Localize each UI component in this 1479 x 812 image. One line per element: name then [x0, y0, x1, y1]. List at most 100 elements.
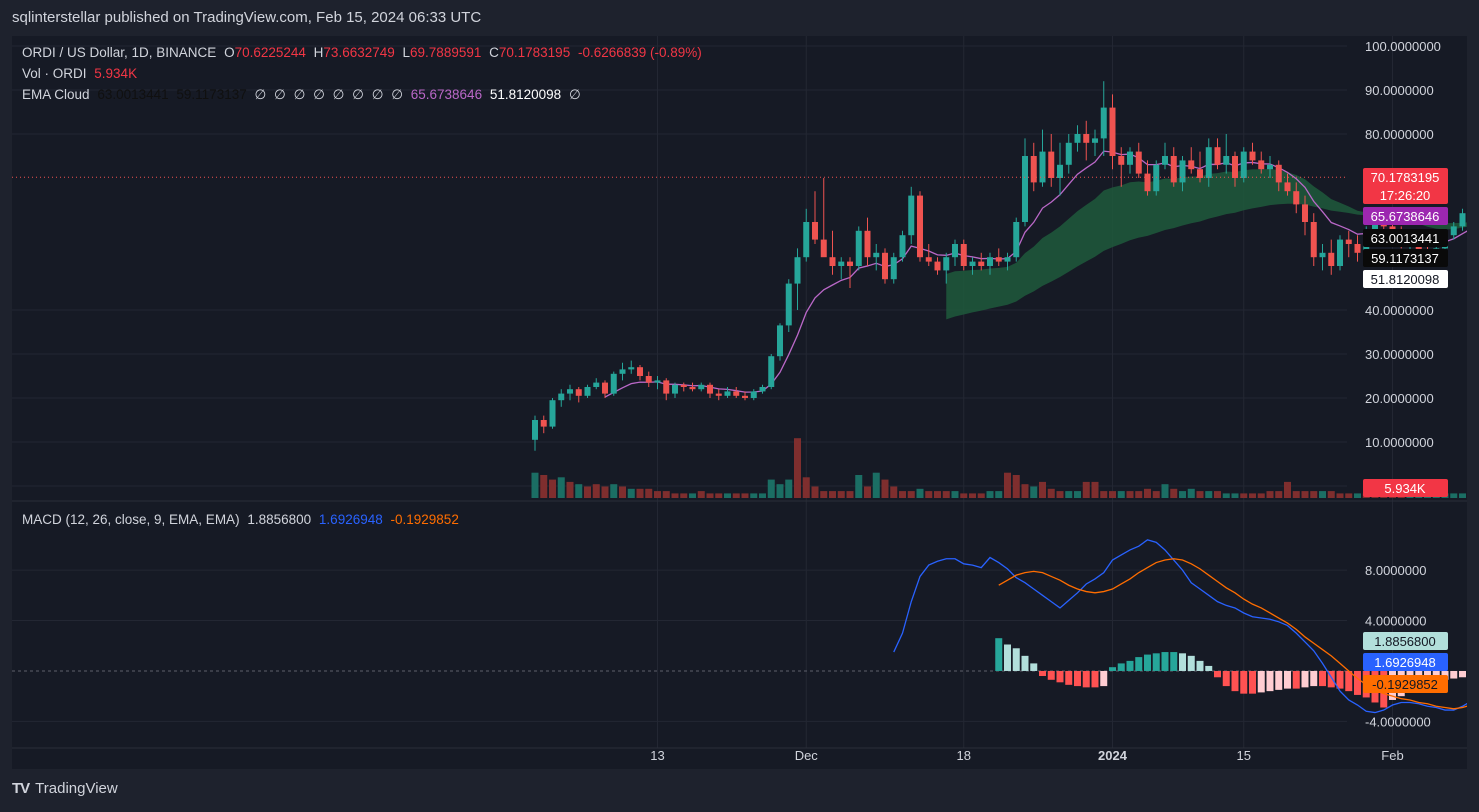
low-label: L	[402, 45, 411, 60]
price-axis-tag-bg	[1363, 249, 1448, 267]
publish-header: sqlinterstellar published on TradingView…	[12, 9, 482, 26]
volume-bar	[1319, 491, 1326, 498]
volume-bar	[732, 493, 740, 498]
empty-value: ∅	[313, 87, 325, 102]
macd-histogram-bar	[1257, 670, 1265, 693]
volume-bar	[864, 486, 871, 498]
candle-body	[768, 356, 775, 387]
volume-bar	[837, 491, 845, 498]
volume-bar	[1091, 481, 1099, 498]
candle-body	[917, 195, 923, 258]
candle-body	[628, 367, 635, 370]
volume-bar	[986, 491, 994, 498]
candle-body	[1109, 107, 1116, 156]
volume-bar	[1126, 491, 1134, 498]
macd-histogram-bar	[1152, 653, 1160, 671]
candle-body	[680, 384, 687, 387]
empty-value: ∅	[352, 87, 364, 102]
macd-histogram-bar	[1231, 670, 1239, 692]
chart-panel[interactable]: 100.0000000 90.0000000 80.0000000 40.000000…	[12, 36, 1467, 769]
macd-histogram-bar	[1126, 660, 1134, 671]
macd-tick-label: 4.0000000	[1365, 614, 1426, 629]
macd-histogram-bar	[1327, 670, 1335, 688]
volume-bar	[1249, 493, 1256, 498]
empty-value: ∅	[391, 87, 403, 102]
candle-body	[1284, 182, 1291, 192]
candle-body	[1249, 151, 1256, 161]
volume-bar	[1336, 493, 1344, 498]
price-axis-tag-countdown: 17:26:20	[1380, 188, 1431, 203]
volume-bar	[1266, 491, 1274, 498]
volume-bar	[1117, 491, 1125, 498]
ema-value-2: 59.1173137	[176, 87, 247, 102]
macd-histogram-bar	[1161, 652, 1169, 671]
symbol-label[interactable]: ORDI / US Dollar, 1D, BINANCE	[22, 45, 217, 60]
candle-body	[873, 252, 880, 258]
price-macd-chart[interactable]: 100.0000000 90.0000000 80.0000000 40.000000…	[12, 36, 1467, 769]
candle-body	[1100, 107, 1107, 139]
macd-histogram-bar	[1100, 670, 1108, 687]
candle-body	[558, 393, 565, 401]
macd-histogram-bar	[1284, 670, 1291, 689]
candle-body	[1450, 226, 1457, 236]
volume-value: 5.934K	[94, 66, 138, 81]
candle-body	[934, 261, 941, 271]
macd-histogram-bar	[1082, 670, 1090, 688]
time-tick-label: 13	[650, 748, 664, 763]
volume-bar	[671, 493, 679, 498]
candle-body	[1293, 191, 1300, 205]
volume-label[interactable]: Vol · ORDI	[22, 66, 87, 81]
open-value: 70.6225244	[234, 45, 306, 60]
volume-bar	[706, 493, 714, 498]
candle-body	[838, 261, 845, 266]
candle-body	[1118, 156, 1125, 165]
macd-histogram-bar	[1292, 670, 1300, 689]
candle-body	[899, 235, 906, 258]
volume-bar	[820, 491, 828, 498]
macd-histogram-bar	[1091, 670, 1099, 688]
volume-bar	[654, 491, 661, 498]
tradingview-logo-icon[interactable]: TV	[12, 780, 30, 797]
ema-cloud-label[interactable]: EMA Cloud	[22, 87, 90, 102]
empty-value: ∅	[274, 87, 286, 102]
brand-name[interactable]: TradingView	[35, 780, 118, 797]
volume-bar	[811, 486, 819, 498]
volume-bar	[759, 493, 766, 498]
time-tick-label: Feb	[1381, 748, 1403, 763]
volume-bar	[1187, 488, 1195, 498]
volume-bar	[1012, 475, 1020, 498]
candle-body	[733, 391, 740, 396]
volume-bar	[689, 493, 696, 498]
macd-histogram-bar	[1222, 670, 1230, 687]
volume-bar	[750, 493, 758, 498]
change-value: -0.6266839 (-0.89%)	[577, 45, 702, 60]
macd-histogram-bar	[1012, 648, 1020, 671]
macd-label[interactable]: MACD (12, 26, close, 9, EMA, EMA)	[22, 512, 240, 527]
volume-bar	[1161, 484, 1169, 498]
macd-histogram-bar	[1056, 670, 1064, 683]
macd-histogram-bar	[1117, 663, 1125, 671]
volume-bar	[890, 486, 898, 498]
candle-body	[750, 391, 757, 398]
volume-bar	[942, 491, 950, 498]
candle-body	[1319, 252, 1326, 258]
macd-histogram-bar	[1196, 660, 1204, 671]
macd-histogram-bar	[1266, 670, 1274, 692]
candle-body	[855, 230, 862, 266]
volume-bar	[1459, 493, 1466, 498]
candle-body	[864, 230, 871, 258]
volume-bar	[1284, 481, 1291, 498]
candle-body	[619, 369, 626, 374]
volume-bar	[1144, 488, 1151, 498]
volume-bar	[1257, 493, 1265, 498]
candle-body	[943, 257, 950, 271]
candle-body	[1004, 257, 1011, 262]
price-tick-label: 40.0000000	[1365, 303, 1434, 318]
candle-body	[812, 222, 818, 240]
candle-body	[532, 420, 538, 440]
candle-body	[1030, 156, 1037, 183]
candle-body	[1092, 138, 1098, 143]
macd-signal-line	[998, 558, 1467, 710]
volume-bar	[1275, 491, 1283, 498]
empty-value: ∅	[371, 87, 384, 102]
